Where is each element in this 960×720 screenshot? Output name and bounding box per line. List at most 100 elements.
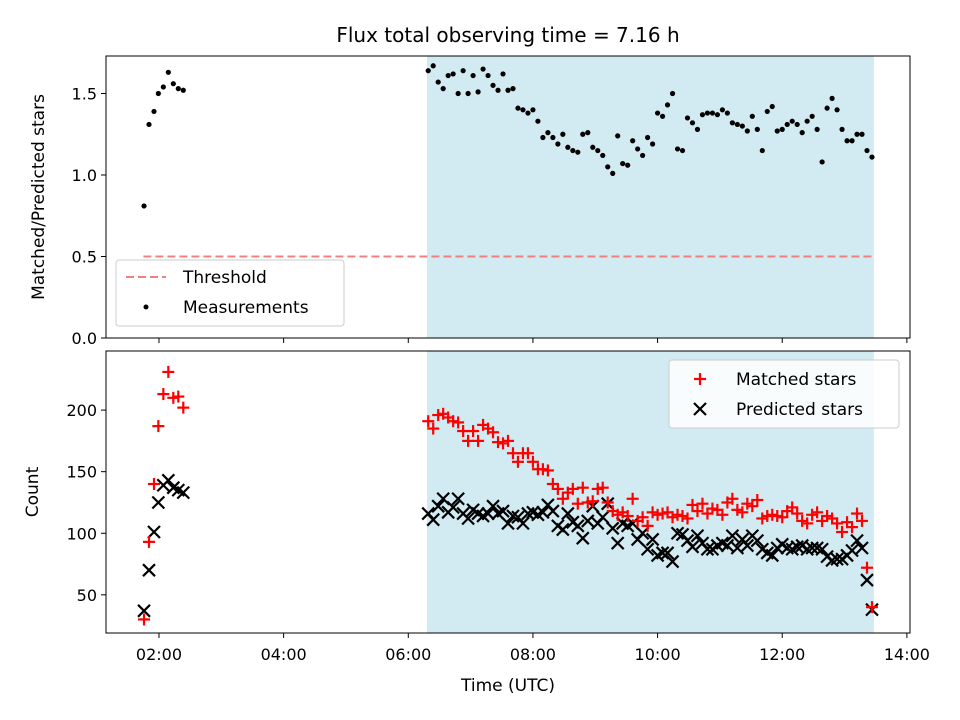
measurement-point: [704, 110, 711, 116]
measurement-point: [560, 131, 566, 137]
measurement-point: [180, 87, 186, 93]
measurement-point: [465, 90, 471, 97]
matched-star-marker: [860, 561, 873, 574]
bottom-y-tick-label: 100: [66, 524, 97, 543]
predicted-star-marker: [561, 506, 575, 521]
predicted-star-marker: [595, 510, 610, 525]
matched-star-marker: [626, 492, 639, 505]
chart-title: Flux total observing time = 7.16 h: [336, 23, 679, 47]
measurement-point: [645, 134, 651, 141]
top-axes-frame: [105, 55, 911, 339]
predicted-star-marker: [151, 495, 166, 510]
predicted-star-marker: [700, 542, 715, 557]
bottom-y-axis-title: Count: [23, 466, 43, 517]
bottom-y-tick-label: 150: [66, 463, 97, 482]
measurement-point: [859, 131, 865, 137]
measurement-point: [600, 152, 606, 159]
predicted-star-marker: [860, 573, 874, 587]
measurement-point: [759, 147, 765, 154]
measurement-point: [779, 126, 785, 132]
predicted-star-marker: [645, 532, 660, 547]
measurement-point: [794, 121, 800, 128]
measurement-point: [495, 87, 501, 93]
ratio-panel: 0.0 0.5 1.0 1.5 Matched/Predicted stars Thr…: [29, 55, 911, 348]
measurement-point: [729, 120, 735, 126]
legend-predicted-swatch: [693, 402, 707, 416]
matched-star-marker: [571, 497, 584, 510]
measurement-point: [849, 138, 855, 144]
measurement-point: [580, 131, 586, 137]
measurement-point: [425, 68, 431, 74]
predicted-star-marker: [725, 528, 740, 543]
measurement-point: [674, 146, 681, 152]
matched-star-marker: [472, 434, 485, 447]
measurement-points: [141, 63, 875, 209]
measurement-point: [829, 95, 835, 101]
matched-star-marker: [776, 511, 789, 524]
measurement-point: [475, 89, 481, 95]
measurement-point: [575, 149, 581, 155]
measurement-point: [684, 115, 691, 121]
measurement-point: [635, 146, 641, 152]
matched-star-marker: [422, 415, 435, 428]
matched-star-marker: [831, 517, 844, 530]
measurement-point: [739, 123, 745, 129]
matched-star-marker: [162, 365, 175, 378]
measurement-point: [819, 159, 825, 165]
x-tick-label: 02:00: [136, 645, 182, 664]
legend-measurements-label: Measurements: [183, 298, 309, 318]
measurement-point: [694, 126, 701, 132]
matched-star-marker: [641, 519, 654, 532]
measurement-point: [155, 90, 161, 97]
predicted-star-marker: [765, 548, 780, 563]
count-panel: 50 100 150 200 02:00 04:00 06:00 08:00 10:00 12:…: [23, 350, 930, 696]
measurement-point: [510, 86, 516, 92]
matched-star-marker: [586, 495, 599, 508]
predicted-star-marker: [670, 526, 685, 541]
legend-matched-swatch: [694, 373, 706, 385]
measurement-point: [590, 144, 596, 150]
measurement-point: [585, 130, 591, 136]
measurement-point: [734, 121, 740, 128]
matched-star-marker: [856, 514, 869, 527]
measurement-point: [470, 72, 476, 79]
matched-star-marker: [556, 492, 569, 505]
predicted-star-marker: [605, 521, 620, 536]
measurement-point: [455, 90, 461, 97]
predicted-star-marker: [740, 538, 755, 553]
matched-star-marker: [157, 388, 170, 401]
predicted-star-marker: [720, 538, 735, 553]
predicted-star-marker: [556, 522, 570, 537]
matched-star-marker: [786, 501, 799, 514]
bottom-legend-box: [668, 359, 900, 429]
measurement-point: [610, 170, 616, 176]
legend-threshold-label: Threshold: [182, 268, 267, 288]
measurement-point: [784, 121, 790, 128]
predicted-star-marker: [830, 552, 844, 566]
measurement-point: [744, 128, 750, 134]
matched-star-marker: [511, 455, 524, 468]
predicted-stars-points: [137, 473, 879, 618]
measurement-point: [525, 110, 531, 116]
predicted-star-marker: [501, 516, 515, 531]
measurement-point: [804, 118, 810, 124]
bottom-y-axis: 50 100 150 200: [66, 401, 106, 605]
measurement-point: [659, 113, 666, 119]
predicted-star-marker: [176, 485, 191, 500]
matched-star-marker: [551, 482, 564, 495]
measurement-point: [664, 102, 671, 108]
predicted-star-marker: [571, 519, 585, 533]
matched-star-marker: [541, 464, 554, 477]
matched-star-marker: [576, 481, 589, 494]
measurement-point: [864, 147, 870, 154]
predicted-star-marker: [685, 540, 700, 554]
measurement-point: [595, 147, 601, 154]
matched-star-marker: [751, 494, 764, 507]
measurement-point: [175, 86, 181, 92]
predicted-star-marker: [137, 604, 151, 618]
measurement-point: [749, 113, 755, 119]
legend-matched-label: Matched stars: [736, 370, 856, 390]
measurement-point: [460, 68, 466, 74]
matched-star-marker: [636, 511, 649, 524]
top-y-axis-title: Matched/Predicted stars: [29, 94, 49, 300]
